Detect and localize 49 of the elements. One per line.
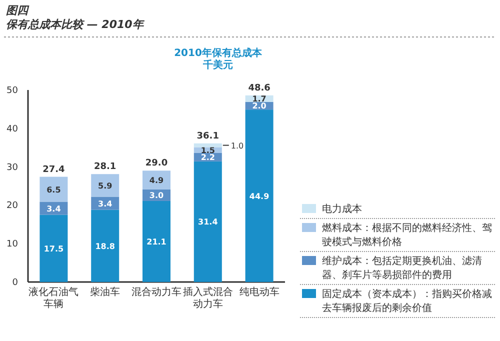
data-label: 3.4 <box>46 204 62 214</box>
legend-label: 电力成本 <box>322 202 362 216</box>
data-label: 4.9 <box>149 176 164 186</box>
data-label: 1.0 <box>230 141 244 150</box>
data-label: 1.5 <box>200 146 216 156</box>
data-label: 44.9 <box>249 192 270 201</box>
total-label: 36.1 <box>196 131 220 142</box>
y-tick-label: 20 <box>6 201 18 212</box>
x-tick-label: 插入式混合动力车 <box>182 287 234 311</box>
x-tick-label: 柴油车 <box>89 287 122 299</box>
x-tick-label: 混合动力车 <box>131 287 182 299</box>
bar <box>91 174 120 197</box>
data-label: 1.7 <box>252 94 266 104</box>
x-tick-label: 纯电动车 <box>238 287 280 299</box>
bar <box>40 202 68 215</box>
bar <box>245 110 274 282</box>
chart-title: 图四 <box>6 4 30 17</box>
legend-label: 燃料成本：根据不同的燃料经济性、驾驶模式与燃料价格 <box>322 222 493 249</box>
data-label: 2.2 <box>200 153 215 162</box>
data-label: 3.0 <box>149 191 164 200</box>
data-label: 3.4 <box>98 199 113 208</box>
legend-label: 固定成本（资本成本）：指购买价格减去车辆报废后的剩余价值 <box>322 288 493 315</box>
data-label: 6.5 <box>46 185 62 194</box>
legend-label: 维护成本：包括定期更换机油、滤清器、刹车片等易损部件的费用 <box>322 254 483 282</box>
total-label: 48.6 <box>248 83 270 94</box>
data-label: 5.9 <box>98 181 113 190</box>
bar <box>91 210 120 282</box>
y-tick-label: 30 <box>6 162 18 173</box>
data-label: 21.1 <box>146 237 167 246</box>
y-tick-label: 50 <box>6 86 18 96</box>
y-tick-label: 10 <box>6 240 18 250</box>
bar <box>142 170 170 190</box>
total-label: 27.4 <box>42 164 65 175</box>
data-label: 17.5 <box>44 244 64 254</box>
total-label: 28.1 <box>94 162 116 172</box>
y-tick-label: 40 <box>6 124 18 134</box>
data-label: 31.4 <box>198 218 218 227</box>
x-tick-label: 液化石油气车辆 <box>28 287 80 311</box>
bar <box>194 161 222 282</box>
bar <box>40 214 68 282</box>
bar <box>194 143 222 148</box>
bar <box>40 176 68 202</box>
y-axis-title: 2010年保有总成本千美元 <box>173 48 263 72</box>
y-tick-label: 0 <box>12 278 18 288</box>
total-label: 29.0 <box>145 158 168 169</box>
chart-subtitle: 保有总成本比较 — 2010年 <box>6 18 146 31</box>
bar <box>142 200 170 282</box>
data-label: 2.0 <box>252 102 267 111</box>
data-label: 18.8 <box>95 242 116 251</box>
